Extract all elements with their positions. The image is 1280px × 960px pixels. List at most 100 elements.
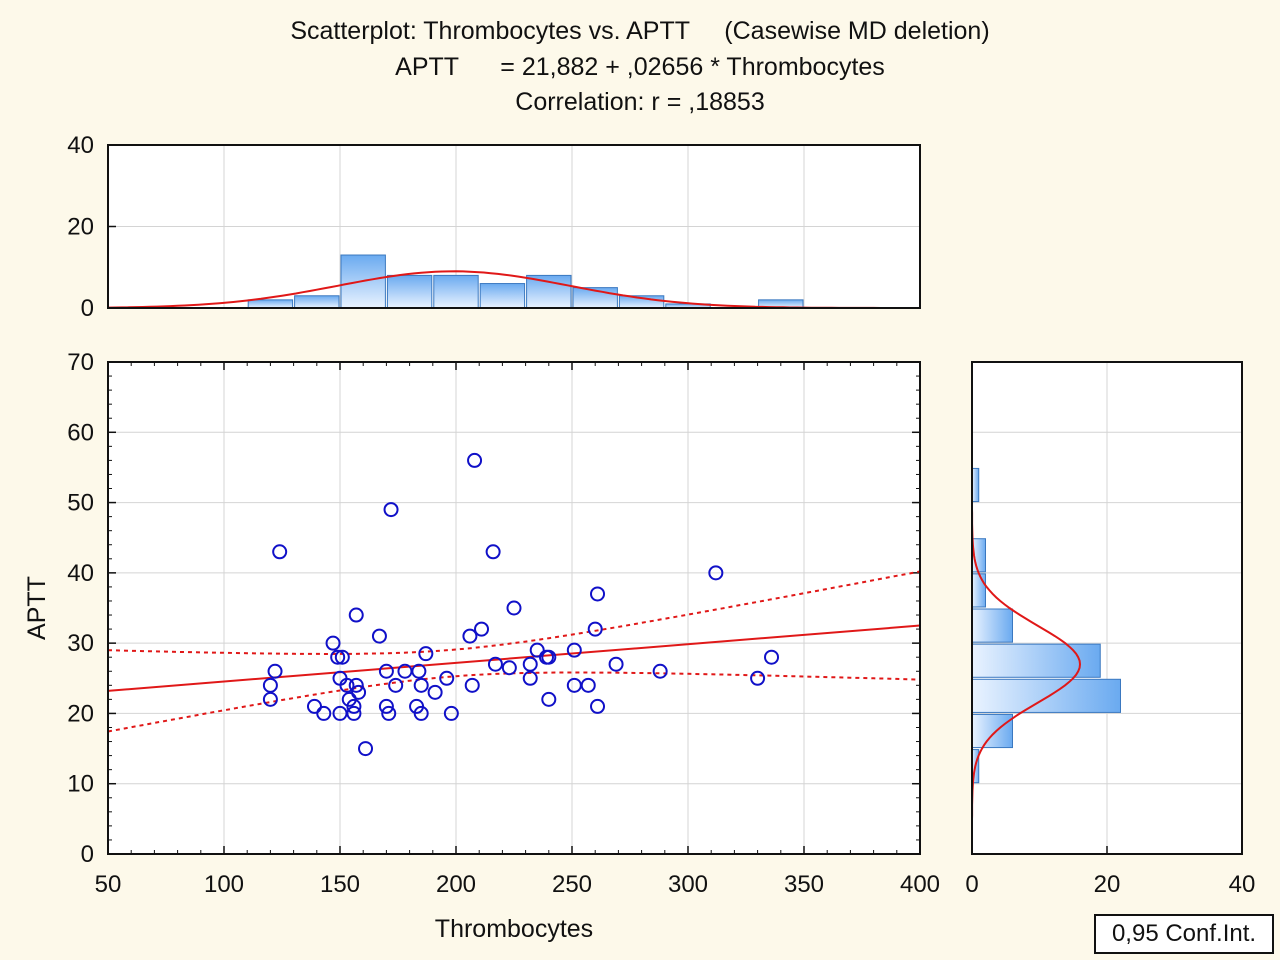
- data-point: [580, 677, 596, 693]
- x-tick-label: 150: [320, 871, 360, 898]
- scatter-panel: 50 100 150 200 250 300 350 400 0 10 20 30 40 50 60 70 Th…: [23, 349, 940, 943]
- x-tick-label: 400: [900, 871, 940, 898]
- x-tick-label: 50: [95, 871, 122, 898]
- data-point: [522, 670, 538, 686]
- data-point: [487, 656, 503, 672]
- data-point: [272, 544, 288, 560]
- data-point: [348, 607, 364, 623]
- data-point: [529, 642, 545, 658]
- data-point: [462, 628, 478, 644]
- data-point: [443, 705, 459, 721]
- x-histogram-tick-label: 0: [81, 295, 94, 322]
- data-point: [413, 705, 429, 721]
- data-point: [750, 670, 766, 686]
- y-tick-label: 60: [67, 419, 94, 446]
- data-point: [351, 684, 367, 700]
- data-point: [541, 649, 557, 665]
- data-point: [464, 677, 480, 693]
- y-histogram-tick-label: 20: [1094, 871, 1121, 898]
- data-point: [378, 663, 394, 679]
- chart-title-block: Scatterplot: Thrombocytes vs. APTT (Case…: [0, 14, 1280, 121]
- data-point: [381, 705, 397, 721]
- y-histogram-bar: [971, 643, 1101, 678]
- x-histogram-frame: [107, 144, 921, 309]
- data-point: [267, 663, 283, 679]
- x-histogram-bar: [247, 299, 294, 309]
- correlation-text: Correlation: r = ,18853: [515, 88, 765, 116]
- data-point: [358, 741, 374, 757]
- x-histogram-bar: [433, 274, 479, 309]
- data-point: [306, 698, 322, 714]
- data-point: [590, 698, 606, 714]
- data-point: [418, 646, 434, 662]
- x-tick-label: 350: [784, 871, 824, 898]
- data-point: [541, 691, 557, 707]
- y-histogram-panel: 0 20 40: [965, 361, 1256, 898]
- data-point: [439, 670, 455, 686]
- data-point: [325, 635, 341, 651]
- data-point: [485, 544, 501, 560]
- y-histogram-tick-label: 40: [1229, 871, 1256, 898]
- x-histogram-bar: [479, 283, 526, 309]
- plot-frame: [107, 361, 921, 855]
- x-tick-label: 100: [204, 871, 244, 898]
- x-axis-title: Thrombocytes: [435, 915, 593, 943]
- data-point: [346, 705, 362, 721]
- y-histogram-bar: [971, 467, 980, 503]
- y-histogram-bar: [971, 678, 1121, 713]
- x-histogram-tick-label: 20: [67, 214, 94, 241]
- data-point: [764, 649, 780, 665]
- y-histogram-bar: [971, 608, 1013, 643]
- x-tick-label: 200: [436, 871, 476, 898]
- data-point: [652, 663, 668, 679]
- data-point: [371, 628, 387, 644]
- data-point: [262, 677, 278, 693]
- data-point: [334, 649, 350, 665]
- data-point: [522, 656, 538, 672]
- legend-label: 0,95 Conf.Int.: [1111, 920, 1257, 947]
- y-histogram-bar: [971, 573, 986, 608]
- data-point: [608, 656, 624, 672]
- y-tick-label: 30: [67, 630, 94, 657]
- data-point: [590, 586, 606, 602]
- data-point: [378, 698, 394, 714]
- x-tick-label: 250: [552, 871, 592, 898]
- data-point: [348, 677, 364, 693]
- data-point: [501, 660, 517, 676]
- legend-box: 0,95 Conf.Int.: [1094, 914, 1274, 954]
- plot-area: [108, 362, 920, 854]
- y-axis-title: APTT: [23, 576, 51, 640]
- chart-title: Scatterplot: Thrombocytes vs. APTT (Case…: [290, 17, 990, 45]
- data-point: [474, 621, 490, 637]
- data-point: [330, 649, 346, 665]
- data-point: [566, 642, 582, 658]
- x-tick-label: 300: [668, 871, 708, 898]
- data-point: [388, 677, 404, 693]
- regression-line: [107, 624, 921, 692]
- x-histogram-bar: [526, 274, 572, 309]
- data-point: [262, 691, 278, 707]
- data-point: [411, 663, 427, 679]
- y-histogram-tick-label: 0: [965, 871, 978, 898]
- data-point: [346, 698, 362, 714]
- y-tick-label: 40: [67, 560, 94, 587]
- y-tick-label: 0: [81, 841, 94, 868]
- x-histogram-panel: 0 20 40: [67, 132, 921, 322]
- data-point: [383, 502, 399, 518]
- data-point: [467, 452, 483, 468]
- x-histogram-bar: [294, 295, 340, 309]
- y-tick-label: 10: [67, 771, 94, 798]
- regression-equation: APTT = 21,882 + ,02656 * Thrombocytes: [395, 52, 885, 81]
- confidence-band-upper: [107, 570, 921, 656]
- y-histogram-frame: [971, 361, 1243, 855]
- data-point: [427, 684, 443, 700]
- data-point: [413, 677, 429, 693]
- data-point: [587, 621, 603, 637]
- data-point: [708, 565, 724, 581]
- data-point: [506, 600, 522, 616]
- data-point: [339, 677, 355, 693]
- y-tick-label: 20: [67, 700, 94, 727]
- y-histogram-bar: [971, 713, 1013, 749]
- x-histogram-tick-label: 40: [67, 132, 94, 159]
